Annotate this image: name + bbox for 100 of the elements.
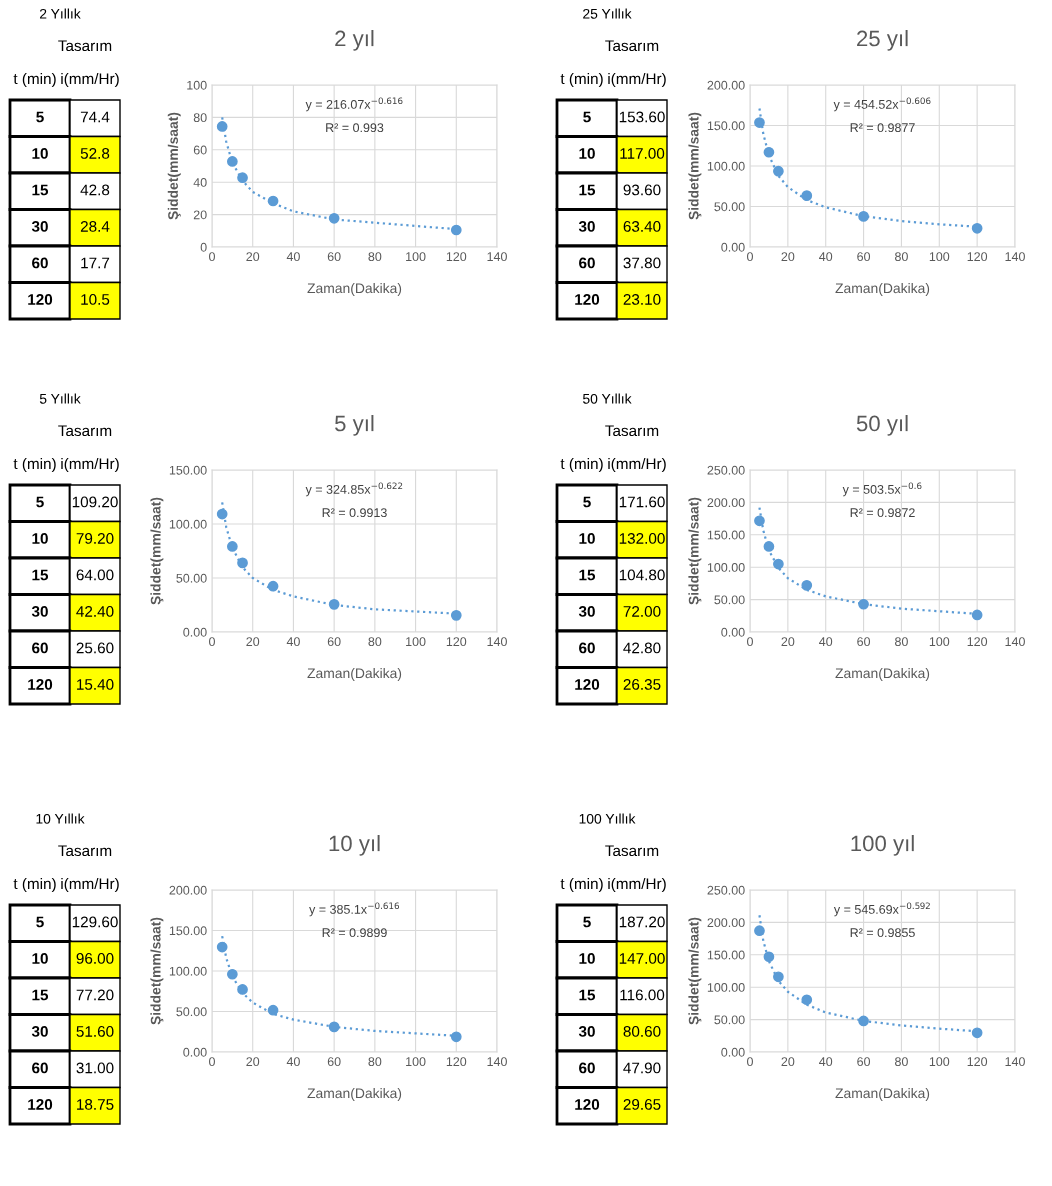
point (971, 609, 983, 621)
text: 120 (28, 679, 53, 690)
text: 72.00 (623, 606, 661, 617)
y-tick-label: 0.00 (183, 627, 207, 637)
text: 104.80 (619, 569, 665, 581)
x-tick-label: 80 (895, 637, 908, 647)
annotation: y = 545.69x$^{−0.592}$ (833, 902, 930, 917)
annotation: y = 216.07x$^{−0.616}$ (305, 97, 403, 112)
x-tick-label: 0 (209, 637, 215, 647)
x-tick-label: 40 (819, 252, 833, 262)
text: 171.60 (619, 496, 665, 508)
x-tick-label: 20 (246, 637, 260, 647)
text: Tasarım (605, 425, 659, 437)
x-axis-title: Zaman(Dakika) (307, 282, 402, 296)
point (450, 610, 462, 621)
y-tick-label: 100 (187, 80, 207, 90)
point (227, 156, 238, 167)
point (773, 165, 784, 177)
point (858, 598, 869, 610)
text: 5 Yıllık (39, 393, 81, 404)
chart-title: 50 yıl (856, 415, 908, 436)
text: 100 Yıllık (579, 813, 636, 824)
x-tick-label: 20 (781, 252, 795, 262)
x-tick-label: 60 (857, 637, 871, 647)
x-tick-label: 100 (406, 637, 426, 647)
text: 120 (575, 294, 600, 305)
text: Tasarım (58, 425, 112, 437)
point (773, 558, 784, 570)
y-axis-title: Şiddet(mm/saat) (167, 112, 181, 220)
x-tick-label: 0 (747, 1057, 753, 1067)
text: 79.20 (76, 533, 114, 544)
text: 109.20 (72, 496, 118, 508)
x-axis-title: Zaman(Dakika) (835, 1087, 930, 1101)
text: 52.8 (80, 148, 110, 159)
x-tick-label: 40 (819, 637, 833, 647)
text: 5 (583, 111, 591, 123)
point (267, 580, 279, 592)
text: 147.00 (619, 953, 665, 964)
text: 10 (32, 953, 48, 964)
x-tick-label: 80 (368, 637, 382, 647)
x-tick-label: 60 (327, 637, 341, 647)
text: 10.5 (81, 294, 110, 305)
point (267, 1004, 279, 1016)
point (216, 941, 228, 953)
text: 51.60 (76, 1026, 114, 1037)
text: 5 (583, 916, 591, 928)
text: 63.40 (623, 221, 661, 232)
y-tick-label: 0.00 (721, 627, 745, 637)
point (237, 984, 248, 995)
y-tick-label: 0.00 (721, 1047, 745, 1057)
point (237, 557, 248, 569)
x-tick-label: 100 (929, 637, 950, 647)
y-tick-label: 50.00 (714, 595, 745, 605)
point (801, 579, 813, 591)
text: Tasarım (605, 845, 659, 857)
x-tick-label: 100 (929, 1057, 950, 1067)
x-tick-label: 140 (487, 1057, 507, 1067)
annotation: y = 385.1x$^{−0.616}$ (309, 902, 400, 917)
point (450, 1031, 462, 1043)
x-tick-label: 120 (967, 637, 988, 647)
point (858, 1015, 869, 1027)
point (450, 224, 462, 236)
text: 10 (579, 148, 595, 159)
text: 77.20 (76, 989, 114, 1001)
annotation: R² = 0.9899 (322, 928, 387, 938)
point (328, 598, 340, 610)
point (763, 146, 775, 158)
y-tick-label: 100.00 (707, 983, 745, 992)
x-tick-label: 20 (246, 1057, 260, 1067)
point (328, 1021, 340, 1033)
x-tick-label: 40 (286, 252, 300, 262)
annotation: R² = 0.9855 (850, 928, 915, 938)
text: 15 (579, 184, 596, 196)
text: 18.75 (77, 1099, 114, 1110)
y-tick-label: 60 (193, 145, 207, 155)
text: 64.00 (76, 569, 114, 581)
y-tick-label: 200.00 (707, 498, 745, 508)
x-tick-label: 80 (368, 1057, 382, 1067)
y-axis-title: Şiddet(mm/saat) (150, 917, 164, 1025)
y-tick-label: 50.00 (176, 1007, 207, 1017)
y-tick-label: 150.00 (169, 926, 207, 936)
text: 26.35 (623, 679, 661, 690)
text: i(mm/Hr) (61, 72, 119, 88)
text: 50 Yıllık (582, 393, 632, 404)
annotation: R² = 0.9913 (322, 508, 387, 518)
text: 30 (31, 221, 48, 232)
text: 15 (32, 184, 49, 196)
x-tick-label: 80 (368, 252, 382, 262)
text: 120 (575, 1099, 600, 1110)
x-tick-label: 0 (209, 252, 215, 262)
text: 15 (32, 569, 49, 581)
point (971, 1027, 983, 1039)
y-tick-label: 250.00 (707, 885, 745, 895)
point (801, 190, 813, 201)
text: 10 (32, 533, 48, 544)
text: 47.90 (623, 1062, 661, 1074)
x-tick-label: 60 (327, 252, 341, 262)
text: 187.20 (619, 916, 665, 928)
text: i(mm/Hr) (608, 457, 666, 473)
x-tick-label: 40 (286, 637, 300, 647)
